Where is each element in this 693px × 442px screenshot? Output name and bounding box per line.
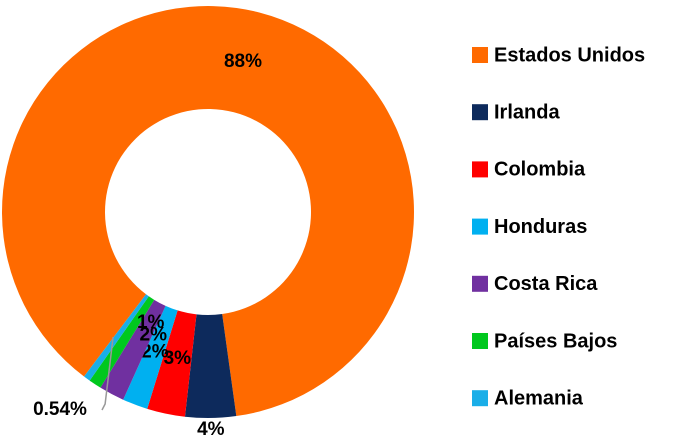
legend-label: Alemania	[494, 387, 584, 409]
legend-label: Países Bajos	[494, 330, 617, 352]
slice	[184, 314, 237, 419]
legend-swatch	[472, 390, 488, 407]
data-label: 88%	[224, 51, 262, 72]
legend-swatch	[472, 275, 488, 292]
legend-swatch	[472, 218, 488, 235]
slice	[100, 299, 166, 400]
slice	[84, 294, 149, 381]
data-label: 4%	[197, 419, 225, 440]
slice	[2, 6, 415, 417]
data-label: 3%	[164, 348, 192, 369]
slice	[89, 296, 155, 388]
data-label: 2%	[141, 341, 169, 362]
data-label: 0.54%	[33, 399, 87, 420]
data-label: 1%	[137, 312, 165, 333]
legend-label: Colombia	[494, 159, 586, 181]
leader-line	[101, 336, 114, 411]
legend-swatch	[472, 161, 488, 178]
legend-swatch	[472, 333, 488, 349]
legend-swatch	[472, 47, 488, 63]
slice	[147, 310, 197, 417]
legend-label: Costa Rica	[494, 273, 598, 295]
legend-label: Honduras	[494, 216, 587, 238]
slice	[123, 305, 178, 409]
legend-swatch	[472, 104, 488, 121]
legend-label: Irlanda	[494, 101, 560, 123]
legend-label: Estados Unidos	[494, 44, 645, 66]
data-label: 2%	[140, 324, 168, 345]
